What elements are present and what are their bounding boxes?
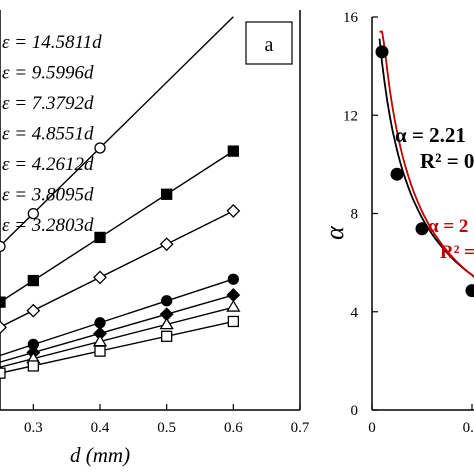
panel-a-x-tick-label: 0.6	[224, 420, 243, 436]
panel-a-label-box	[245, 21, 293, 65]
panel-a-series-1-point	[27, 207, 39, 220]
panel-b-data-point	[390, 167, 404, 181]
panel-b-x-tick-label: 0.2	[463, 420, 474, 436]
panel-b-ticks: 0 4 8 12 16 0 0.2	[343, 10, 474, 436]
panel-a-x-ticks: 0.3 0.4 0.5 0.6 0.7	[24, 404, 310, 436]
panel-a-legend-entry-6: ε = 3.8095d	[2, 185, 94, 206]
panel-a-series-2-point	[94, 231, 106, 244]
panel-a-legend-entry-5: ε = 4.2612d	[2, 154, 94, 175]
panel-a-series-2-point	[161, 188, 173, 200]
panel-a-x-tick-label: 0.7	[291, 420, 310, 436]
panel-a-fit-line-3	[0, 210, 234, 328]
panel-a-series-3-point	[26, 303, 41, 318]
panel-b-markers	[375, 45, 474, 298]
panel-b-data-point	[375, 45, 389, 59]
panel-b-annotation-3: α = 2	[428, 216, 468, 237]
panel-a-series-1-point	[94, 142, 106, 154]
panel-a-series-4-point	[227, 273, 239, 285]
panel-b-x-tick-label: 0	[368, 420, 376, 436]
panel-b-data-point	[465, 284, 474, 298]
panel-a-series-2-point	[227, 145, 239, 157]
panel-a-legend-entry-7: ε = 3.2803d	[2, 215, 94, 236]
panel-a-series-7-point	[27, 360, 39, 372]
panel-a-series-4-point	[161, 295, 173, 307]
panel-b-fit-curves	[378, 30, 474, 278]
panel-a-label: a	[265, 34, 274, 56]
panel-a-markers	[0, 142, 241, 379]
panel-a-series-6-point	[159, 317, 174, 330]
panel-a-fit-line-1	[0, 16, 234, 247]
panel-b-annotation-1: α = 2.21	[395, 123, 466, 147]
panel-a-series-7-point	[94, 345, 106, 357]
panel-a-series-3-point	[159, 237, 174, 252]
panel-a-series-3-point	[0, 320, 7, 335]
panel-a-series-2-point	[0, 296, 6, 308]
panel-a-legend-entry-4: ε = 4.8551d	[2, 124, 94, 145]
panel-b-y-label: α	[320, 225, 349, 240]
panel-a-series-5-point	[226, 288, 241, 302]
panel-b-y-tick-label: 0	[351, 403, 359, 419]
panel-b-data-point	[415, 222, 429, 236]
panel-a-fit-line-6	[0, 306, 234, 368]
panel-a-legend-entry-2: ε = 9.5996d	[2, 63, 94, 84]
panel-b-y-tick-label: 8	[351, 207, 359, 223]
panel-a-series-7-point	[0, 367, 6, 379]
panel-a-x-label: d (mm)	[70, 443, 130, 467]
panel-b-annotation-4: R² =	[440, 242, 474, 263]
panel-a-series-3-point	[226, 203, 241, 218]
panel-a-series-1-point	[0, 240, 6, 253]
panel-a-legend: ε = 14.5811d ε = 9.5996d ε = 7.3792d ε = 4.…	[2, 32, 102, 236]
panel-a-series-7-point	[227, 315, 239, 328]
panel-a-series-7-point	[161, 330, 173, 342]
panel-a-series-3-point	[93, 270, 107, 285]
panel-b-fit-curve-red	[379, 30, 474, 278]
panel-a-fit-line-5	[0, 294, 234, 363]
panel-a-x-tick-label: 0.3	[24, 420, 43, 436]
panel-a-fit-line-4	[0, 278, 234, 357]
panel-a-series-4-point	[94, 317, 106, 329]
panel-a-x-tick-label: 0.4	[91, 420, 110, 436]
panel-a-legend-entry-1: ε = 14.5811d	[2, 32, 102, 53]
panel-b-annotation-2: R² = 0	[420, 149, 474, 173]
panel-a-legend-entry-3: ε = 7.3792d	[2, 93, 94, 114]
panel-a-series-2-point	[27, 274, 39, 287]
panel-b-y-tick-label: 16	[343, 10, 359, 26]
panel-b-y-tick-label: 12	[343, 108, 358, 124]
panel-a-x-tick-label: 0.5	[157, 420, 176, 436]
panel-b-y-tick-label: 4	[351, 305, 359, 321]
panel-b-plot: 0 4 8 12 16 0 0.2 α α = 2.21 R² = 0 α = 2 R² =	[320, 10, 474, 436]
panel-a-series-6-point	[226, 299, 241, 312]
